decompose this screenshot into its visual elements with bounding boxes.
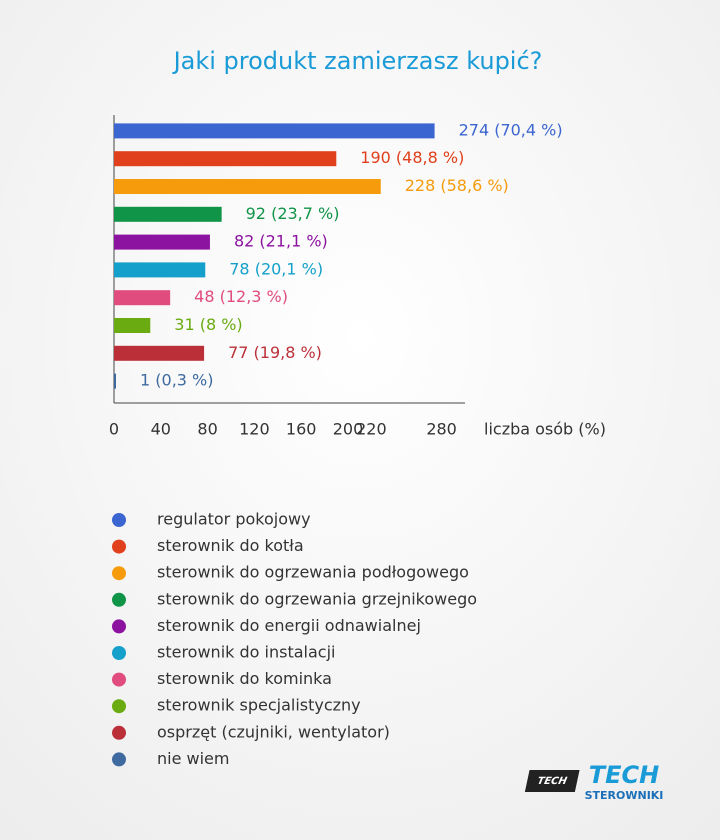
legend-marker [112, 592, 126, 607]
value-label: 228 (58,6 %) [405, 176, 509, 195]
value-label: 77 (19,8 %) [228, 343, 322, 362]
legend-marker [112, 752, 126, 767]
value-label: 274 (70,4 %) [459, 120, 563, 139]
legend-label: sterownik do kominka [157, 669, 332, 688]
value-label: 48 (12,3 %) [194, 287, 288, 306]
bar [114, 290, 171, 306]
legend-label: sterownik do ogrzewania grzejnikowego [157, 589, 477, 608]
logo: TECH TECH STEROWNIKI [524, 761, 664, 802]
bar [114, 206, 222, 222]
legend-label: regulator pokojowy [157, 510, 311, 529]
x-tick-label: 280 [426, 420, 457, 439]
legend-label: sterownik do energii odnawialnej [157, 616, 421, 635]
value-label: 190 (48,8 %) [360, 148, 464, 167]
legend-marker [112, 539, 126, 554]
logo-title: TECH [589, 761, 659, 789]
chip-text: TECH [536, 776, 568, 787]
bar [114, 123, 435, 139]
value-label: 82 (21,1 %) [234, 232, 328, 251]
legend-marker [112, 672, 126, 687]
value-label: 78 (20,1 %) [229, 259, 323, 278]
x-tick-label: 160 [286, 420, 317, 439]
value-label: 31 (8 %) [174, 315, 242, 334]
bar [114, 318, 151, 333]
value-label: 1 (0,3 %) [140, 371, 213, 390]
x-tick-label: 200 [333, 420, 364, 439]
legend-label: sterownik do instalacji [157, 643, 335, 662]
x-tick-label: 80 [197, 420, 217, 439]
chart-title: Jaki produkt zamierzasz kupić? [172, 47, 543, 75]
x-tick-label: 0 [109, 420, 119, 439]
bar [114, 373, 116, 389]
legend-marker [112, 699, 126, 714]
bar [114, 345, 205, 361]
x-axis-label: liczba osób (%) [484, 420, 606, 439]
bar [114, 262, 206, 278]
legend-marker [112, 619, 126, 634]
legend-marker [112, 725, 126, 740]
bar [114, 234, 210, 250]
legend-marker [112, 646, 126, 660]
legend-label: sterownik specjalistyczny [157, 696, 361, 715]
legend-label: osprzęt (czujniki, wentylator) [157, 722, 390, 741]
chip-icon: TECH [524, 770, 580, 792]
legend-label: sterownik do ogrzewania podłogowego [157, 563, 469, 582]
legend-marker [112, 566, 126, 581]
x-tick-label: 120 [239, 420, 270, 439]
logo-subtitle: STEROWNIKI [585, 789, 664, 802]
value-label: 92 (23,7 %) [246, 204, 340, 223]
bar [114, 179, 381, 194]
legend-label: nie wiem [157, 749, 229, 768]
x-tick-label: 40 [151, 420, 171, 439]
legend-label: sterownik do kotła [157, 536, 304, 555]
legend-marker [112, 513, 126, 527]
bar [114, 151, 337, 167]
x-tick-label: 220 [356, 420, 387, 439]
